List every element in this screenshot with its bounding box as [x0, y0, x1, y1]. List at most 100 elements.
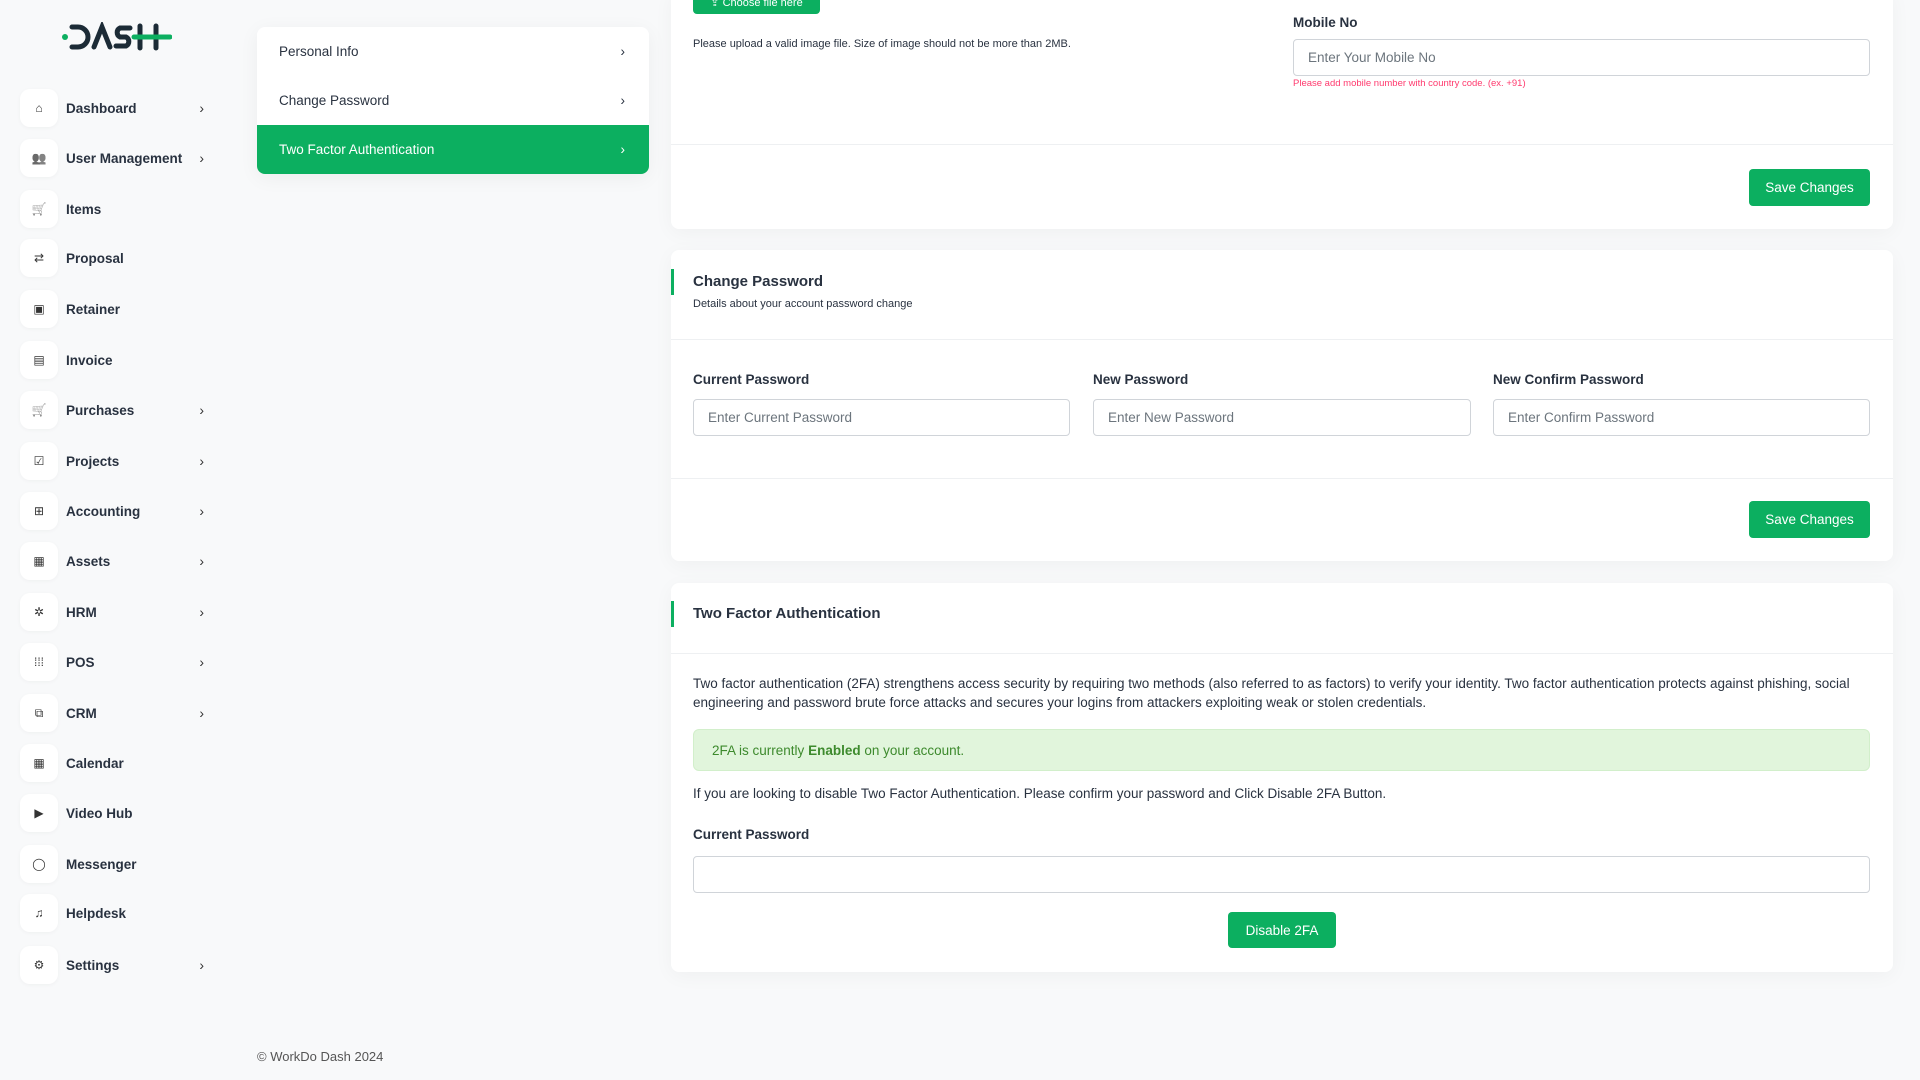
confirm-password-label: New Confirm Password [1493, 372, 1644, 387]
change-password-subtitle: Details about your account password chan… [693, 298, 913, 310]
file-icon: ▤ [20, 341, 58, 379]
dash-logo[interactable] [60, 20, 173, 55]
menu-item-label: Two Factor Authentication [279, 142, 435, 157]
settings-menu-item[interactable]: Two Factor Authentication › [257, 125, 649, 174]
sidebar-item-projects[interactable]: ☑ Projects › [20, 440, 210, 482]
mobile-hint: Please add mobile number with country co… [1293, 78, 1526, 89]
menu-item-label: Personal Info [279, 44, 359, 59]
sidebar-item-label: Calendar [66, 755, 124, 771]
upload-hint: Please upload a valid image file. Size o… [693, 38, 1071, 50]
two-factor-title: Two Factor Authentication [693, 605, 881, 622]
sidebar-item-accounting[interactable]: ⊞ Accounting › [20, 490, 210, 532]
chevron-right-icon: › [620, 93, 626, 108]
sidebar-item-purchases[interactable]: 🛒 Purchases › [20, 389, 210, 431]
sidebar-item-messenger[interactable]: ◯ Messenger [20, 843, 210, 885]
gear-icon: ⚙ [20, 946, 58, 984]
divider [671, 339, 1893, 340]
save-password-button[interactable]: Save Changes [1749, 501, 1870, 538]
sidebar-item-label: CRM [66, 705, 97, 721]
calendar-icon: ▦ [20, 744, 58, 782]
current-password-input[interactable] [693, 399, 1070, 436]
chevron-right-icon: › [620, 142, 626, 157]
mobile-input[interactable] [1293, 39, 1870, 76]
checkbox-icon: ☑ [20, 442, 58, 480]
sidebar-item-calendar[interactable]: ▦ Calendar [20, 742, 210, 784]
sidebar-item-label: Accounting [66, 503, 141, 519]
video-icon: ▶ [20, 794, 58, 832]
disable-2fa-button[interactable]: Disable 2FA [1228, 912, 1336, 948]
disable-instruction: If you are looking to disable Two Factor… [693, 786, 1387, 801]
chevron-right-icon: › [199, 957, 204, 973]
sidebar-item-invoice[interactable]: ▤ Invoice [20, 339, 210, 381]
two-factor-description: Two factor authentication (2FA) strength… [693, 676, 1850, 710]
sidebar-item-label: Dashboard [66, 100, 137, 116]
new-password-label: New Password [1093, 372, 1189, 387]
chat-icon: ◯ [20, 845, 58, 883]
sidebar-item-label: Helpdesk [66, 905, 127, 921]
settings-menu-item[interactable]: Change Password › [257, 76, 649, 125]
chevron-right-icon: › [199, 402, 204, 418]
proposal-icon: ⇄ [20, 239, 58, 277]
sidebar-item-label: Settings [66, 957, 120, 973]
sidebar-item-label: Items [66, 201, 102, 217]
current-password-label: Current Password [693, 372, 810, 387]
sidebar-item-label: Projects [66, 453, 120, 469]
sidebar-item-label: POS [66, 654, 95, 670]
status-value: Enabled [808, 742, 861, 758]
users-icon: 👥 [20, 139, 58, 177]
chevron-right-icon: › [199, 453, 204, 469]
sidebar-item-assets[interactable]: ▦ Assets › [20, 540, 210, 582]
chevron-right-icon: › [199, 503, 204, 519]
mobile-label: Mobile No [1293, 15, 1358, 30]
settings-menu-item[interactable]: Personal Info › [257, 27, 649, 76]
menu-item-label: Change Password [279, 93, 390, 108]
sidebar-item-label: Purchases [66, 402, 135, 418]
sidebar-item-label: Messenger [66, 856, 137, 872]
sidebar-item-crm[interactable]: ⧉ CRM › [20, 692, 210, 734]
sidebar-item-label: User Management [66, 150, 183, 166]
sidebar-item-helpdesk[interactable]: ♫ Helpdesk [20, 892, 210, 934]
cart-icon: 🛒 [20, 190, 58, 228]
personal-info-card: ⇪ Choose file here Please upload a valid… [671, 0, 1893, 229]
sidebar-item-pos[interactable]: ⁞⁞⁞ POS › [20, 641, 210, 683]
change-password-card: Change Password Details about your accou… [671, 250, 1893, 561]
hrm-icon: ✲ [20, 593, 58, 631]
save-changes-button[interactable]: Save Changes [1749, 169, 1870, 206]
confirm-password-input[interactable] [1493, 399, 1870, 436]
dots-grid-icon: ⁞⁞⁞ [20, 643, 58, 681]
sidebar-item-label: Assets [66, 553, 111, 569]
sidebar-item-dashboard[interactable]: ⌂ Dashboard › [20, 87, 210, 129]
chevron-right-icon: › [199, 150, 204, 166]
sidebar-item-video-hub[interactable]: ▶ Video Hub [20, 792, 210, 834]
two-factor-card: Two Factor Authentication Two factor aut… [671, 583, 1893, 972]
chevron-right-icon: › [199, 553, 204, 569]
sidebar-item-hrm[interactable]: ✲ HRM › [20, 591, 210, 633]
chevron-right-icon: › [199, 604, 204, 620]
sidebar-item-retainer[interactable]: ▣ Retainer [20, 288, 210, 330]
status-prefix: 2FA is currently [712, 742, 805, 758]
divider [671, 478, 1893, 479]
crm-icon: ⧉ [20, 694, 58, 732]
calculator-icon: ▦ [20, 542, 58, 580]
sidebar-item-label: Retainer [66, 301, 121, 317]
choose-file-label: Choose file here [722, 0, 803, 9]
two-factor-password-label: Current Password [693, 827, 810, 842]
section-accent-bar [671, 601, 674, 627]
change-password-title: Change Password [693, 273, 824, 290]
sidebar-item-settings[interactable]: ⚙ Settings › [20, 944, 210, 986]
two-factor-status-alert: 2FA is currently Enabled on your account… [693, 729, 1870, 771]
divider [671, 653, 1893, 654]
grid-icon: ⊞ [20, 492, 58, 530]
sidebar-item-user-management[interactable]: 👥 User Management › [20, 137, 210, 179]
sidebar-item-items[interactable]: 🛒 Items [20, 188, 210, 230]
choose-file-button[interactable]: ⇪ Choose file here [693, 0, 820, 14]
settings-menu: Personal Info › Change Password › Two Factor… [257, 27, 649, 174]
new-password-input[interactable] [1093, 399, 1471, 436]
sidebar-item-proposal[interactable]: ⇄ Proposal [20, 237, 210, 279]
headset-icon: ♫ [20, 894, 58, 932]
retainer-icon: ▣ [20, 290, 58, 328]
sidebar-item-label: HRM [66, 604, 97, 620]
home-icon: ⌂ [20, 89, 58, 127]
two-factor-password-input[interactable] [693, 856, 1870, 893]
chevron-right-icon: › [199, 100, 204, 116]
